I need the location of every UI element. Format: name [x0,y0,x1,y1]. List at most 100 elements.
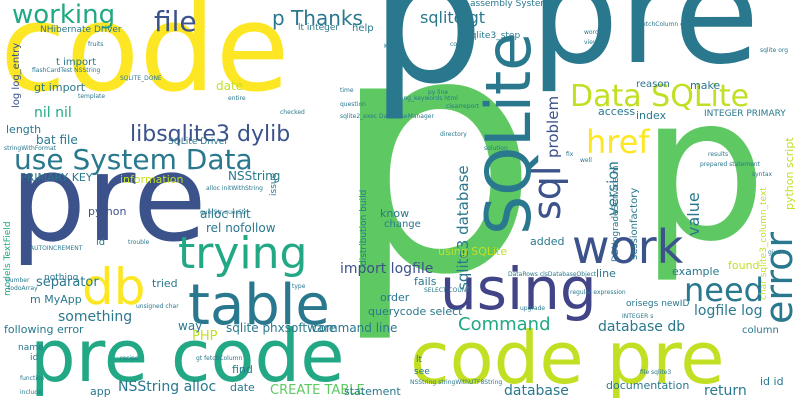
cloud-word: column [742,325,779,336]
cloud-word: regular expression [570,289,626,296]
cloud-word: sql [525,165,569,220]
cloud-word: commit [450,41,473,48]
cloud-word: make [690,79,721,92]
cloud-word: directory [440,131,467,138]
cloud-word: Command [458,314,551,335]
cloud-word: sqlite phxsoftware [226,321,337,335]
cloud-word: problem [544,95,562,158]
cloud-word: information [120,173,184,186]
cloud-word: querycode select [368,305,463,318]
cloud-word: nothing [44,273,79,283]
cloud-word: entire [228,95,246,102]
cloud-word: way [178,319,203,333]
cloud-word: syntax [752,171,773,178]
cloud-word: lt [416,355,423,365]
cloud-word: lt integer [298,23,340,33]
cloud-word: NSString [228,169,281,183]
cloud-word: PHP [192,329,218,344]
cloud-word: see [414,367,430,377]
cloud-word: fails [414,275,437,288]
cloud-word: pre [10,130,207,269]
cloud-word: PRIMARY KEY [20,171,93,184]
cloud-word: word [584,29,599,36]
cloud-word: use System Data [14,143,253,176]
cloud-word: db [82,258,146,316]
cloud-word: trouble [128,239,150,246]
cloud-word: id [30,353,39,363]
cloud-word: statement [344,385,401,398]
cloud-word: orisegs newID [626,299,690,309]
cloud-word: libsqlite3 dylib [130,122,291,147]
cloud-word: p [640,53,767,286]
cloud-word: database [504,383,569,399]
cloud-word: id [96,237,106,248]
cloud-word: sqlite3_step [466,31,521,41]
cloud-word: alloc initWithString [206,185,263,192]
cloud-word: python [88,205,127,218]
cloud-word: length [6,123,42,136]
cloud-word: value [684,192,703,236]
cloud-word: include [20,389,42,396]
cloud-word: distribution build [359,189,369,266]
cloud-word: SQLite Driver [168,137,228,147]
cloud-word: need [684,271,764,309]
cloud-word: code [0,0,290,119]
cloud-word: fetchColumn code [640,21,695,28]
cloud-word: sessionfactory [629,187,640,260]
cloud-word: SQLITE_DONE [120,75,162,82]
cloud-word: example [672,265,720,278]
cloud-word: querStr querStr [200,209,247,216]
cloud-word: sqlite org [760,47,789,54]
cloud-word: lang_keywords html [398,95,458,102]
cloud-word: python script [783,137,796,210]
cloud-word: sqlite gt [420,8,486,27]
cloud-word: issue [269,172,279,196]
cloud-word: DBUpgradeService m [611,165,621,262]
cloud-word: something [58,309,133,325]
cloud-word: KEY s [384,43,401,50]
cloud-word: template [78,93,106,100]
cloud-word: gt fetchColumn [196,355,243,362]
cloud-word: know [380,207,410,220]
cloud-word: sqlite2_exec DatabaseManager [340,113,434,120]
cloud-word: alloc init [200,207,251,221]
cloud-word: INTEGER PRIMARY [704,109,786,119]
cloud-word: p [330,0,540,347]
cloud-word: AUTOINCREMENT [30,245,83,252]
cloud-word: id id [760,375,784,388]
cloud-word: table [188,273,330,338]
cloud-word: upgrade [520,305,546,312]
cloud-word: given [768,249,785,256]
cloud-word: working [12,0,116,30]
cloud-word: DataRows clsDatabaseObject [508,271,597,278]
cloud-word: todoArray [8,285,38,292]
cloud-word: INTEGER s [622,313,654,320]
cloud-word: date [230,381,255,394]
cloud-word: stringWithFormat [4,145,56,152]
cloud-word: added [530,235,565,248]
cloud-word: app [90,385,111,398]
cloud-word: find [232,363,253,376]
cloud-word: using [440,255,597,323]
cloud-word: p [370,0,485,124]
cloud-word: name [18,343,44,353]
cloud-word: unsigned char [136,303,179,310]
cloud-word: solution [484,145,508,152]
cloud-word: return [704,383,747,399]
cloud-word: t import [56,57,97,68]
cloud-word: time [340,87,354,94]
cloud-word: order [380,291,410,304]
cloud-word: trying [178,228,308,279]
cloud-word: pre [530,0,760,96]
cloud-word: nil nil [34,105,72,121]
cloud-word: Data SQLite [570,79,750,114]
cloud-word: work [572,220,684,274]
cloud-word: NSString stringWithUTF8String [410,379,503,386]
cloud-word: clearreport [446,103,480,110]
cloud-word: view [584,39,598,46]
cloud-word: prepared statement [700,161,760,168]
cloud-word: recipe [120,355,139,362]
cloud-word: pre code [30,314,345,398]
cloud-word: SELECT COUNT [424,287,470,294]
